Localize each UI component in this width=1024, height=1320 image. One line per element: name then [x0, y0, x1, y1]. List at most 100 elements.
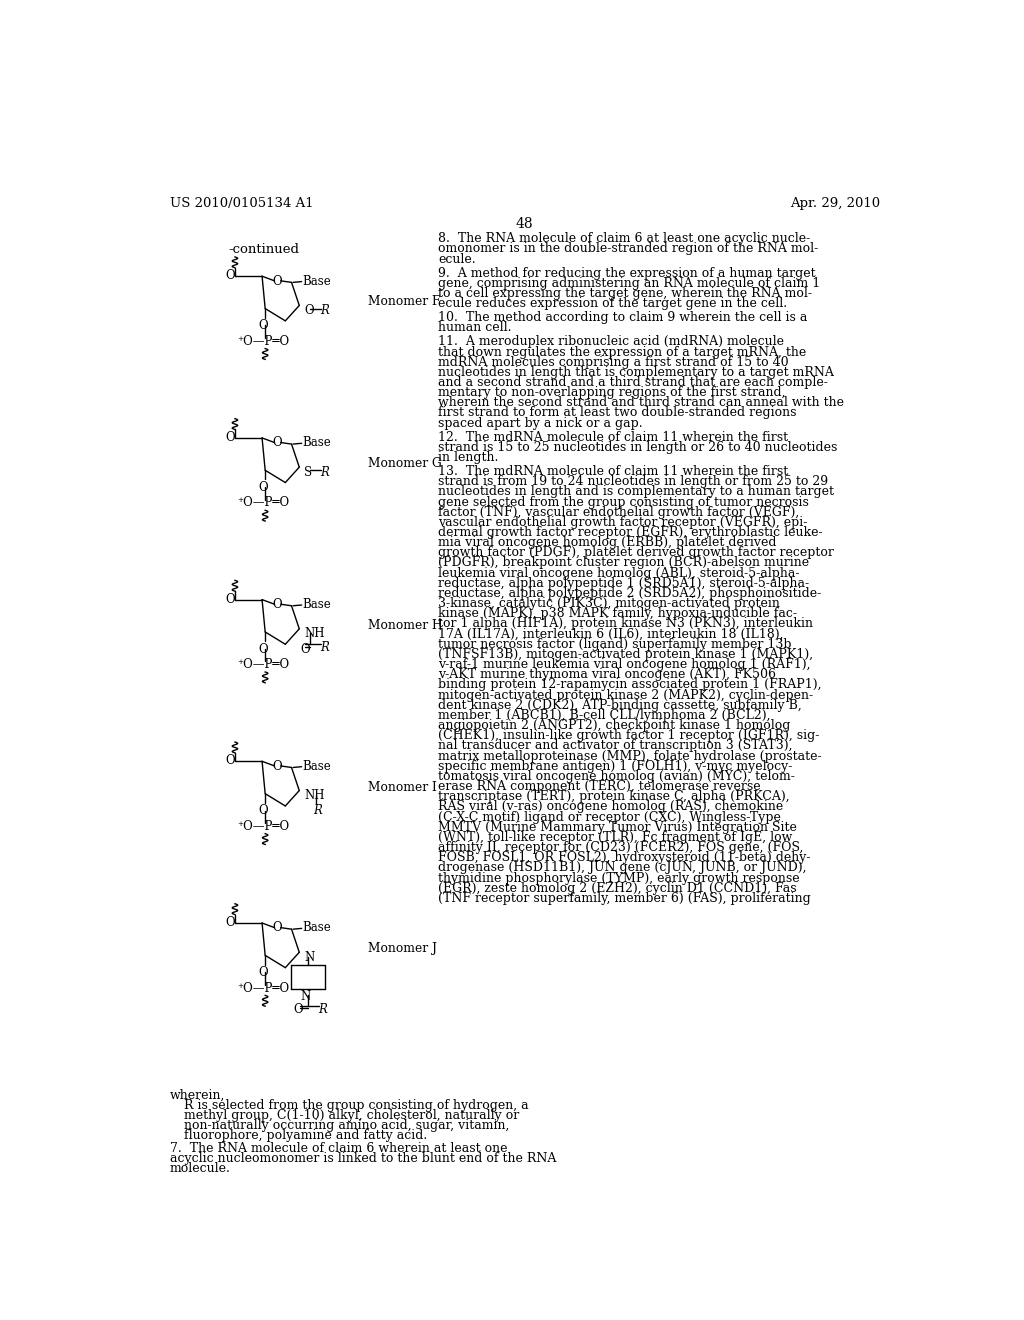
Text: O: O: [259, 966, 268, 979]
Text: O: O: [294, 1003, 303, 1016]
Text: Monomer G: Monomer G: [369, 457, 442, 470]
Text: -continued: -continued: [228, 243, 299, 256]
Text: 7.  The RNA molecule of claim 6 wherein at least one: 7. The RNA molecule of claim 6 wherein a…: [170, 1143, 507, 1155]
Text: wherein the second strand and third strand can anneal with the: wherein the second strand and third stra…: [438, 396, 844, 409]
Text: R: R: [313, 804, 323, 817]
Text: O: O: [304, 304, 313, 317]
Text: ⁺O—P═O: ⁺O—P═O: [238, 820, 290, 833]
Text: O: O: [225, 593, 236, 606]
Text: 11.  A meroduplex ribonucleic acid (mdRNA) molecule: 11. A meroduplex ribonucleic acid (mdRNA…: [438, 335, 784, 348]
Text: mdRNA molecules comprising a first strand of 15 to 40: mdRNA molecules comprising a first stran…: [438, 355, 788, 368]
Text: Monomer H: Monomer H: [369, 619, 443, 632]
Text: mentary to non-overlapping regions of the first strand,: mentary to non-overlapping regions of th…: [438, 387, 785, 399]
Text: (WNT), toll-like receptor (TLR), Fc fragment of IgE, low: (WNT), toll-like receptor (TLR), Fc frag…: [438, 830, 793, 843]
Text: vascular endothelial growth factor receptor (VEGFR), epi-: vascular endothelial growth factor recep…: [438, 516, 807, 529]
Text: to a cell expressing the target gene, wherein the RNA mol-: to a cell expressing the target gene, wh…: [438, 286, 812, 300]
Text: fluorophore, polyamine and fatty acid.: fluorophore, polyamine and fatty acid.: [183, 1130, 427, 1142]
Text: R: R: [321, 466, 329, 479]
Text: ⁺O—P═O: ⁺O—P═O: [238, 982, 290, 994]
Text: N: N: [304, 950, 314, 964]
Text: R: R: [321, 642, 329, 655]
Text: (CHEK1), insulin-like growth factor 1 receptor (IGF1R), sig-: (CHEK1), insulin-like growth factor 1 re…: [438, 729, 819, 742]
Text: that down regulates the expression of a target mRNA, the: that down regulates the expression of a …: [438, 346, 806, 359]
Text: ⁺O—P═O: ⁺O—P═O: [238, 335, 290, 347]
Text: NH: NH: [304, 627, 325, 640]
Text: O: O: [259, 804, 268, 817]
Text: kinase (MAPK), p38 MAPK family, hypoxia-inducible fac-: kinase (MAPK), p38 MAPK family, hypoxia-…: [438, 607, 797, 620]
Text: and a second strand and a third strand that are each comple-: and a second strand and a third strand t…: [438, 376, 827, 389]
Text: (TNF receptor superfamily, member 6) (FAS), proliferating: (TNF receptor superfamily, member 6) (FA…: [438, 892, 811, 906]
Text: Apr. 29, 2010: Apr. 29, 2010: [790, 197, 880, 210]
Text: N: N: [300, 990, 310, 1003]
Text: FOSB, FOSL1, OR FOSL2), hydroxysteroid (11-beta) dehy-: FOSB, FOSL1, OR FOSL2), hydroxysteroid (…: [438, 851, 811, 865]
Text: mitogen-activated protein kinase 2 (MAPK2), cyclin-depen-: mitogen-activated protein kinase 2 (MAPK…: [438, 689, 813, 702]
Text: methyl group, C(1-10) alkyl, cholesterol, naturally or: methyl group, C(1-10) alkyl, cholesterol…: [183, 1109, 519, 1122]
Text: Monomer J: Monomer J: [369, 942, 437, 956]
Text: strand is 15 to 25 nucleotides in length or 26 to 40 nucleotides: strand is 15 to 25 nucleotides in length…: [438, 441, 838, 454]
Text: Monomer F: Monomer F: [369, 296, 440, 309]
Text: (C-X-C motif) ligand or receptor (CXC), Wingless-Type: (C-X-C motif) ligand or receptor (CXC), …: [438, 810, 781, 824]
Text: O: O: [225, 430, 236, 444]
Text: ⁺O—P═O: ⁺O—P═O: [238, 659, 290, 671]
Text: (TNFSF13B), mitogen-activated protein kinase 1 (MAPK1),: (TNFSF13B), mitogen-activated protein ki…: [438, 648, 813, 661]
Text: erase RNA component (TERC), telomerase reverse: erase RNA component (TERC), telomerase r…: [438, 780, 761, 793]
Text: Monomer I: Monomer I: [369, 780, 437, 793]
Text: tomatosis viral oncogene homolog (avian) (MYC), telom-: tomatosis viral oncogene homolog (avian)…: [438, 770, 795, 783]
Text: matrix metalloproteinase (MMP), folate hydrolase (prostate-: matrix metalloproteinase (MMP), folate h…: [438, 750, 821, 763]
Text: MMTV (Murine Mammary Tumor Virus) Integration Site: MMTV (Murine Mammary Tumor Virus) Integr…: [438, 821, 797, 834]
Text: spaced apart by a nick or a gap.: spaced apart by a nick or a gap.: [438, 417, 643, 429]
Text: member 1 (ABCB1), B-cell CLL/lymphoma 2 (BCL2),: member 1 (ABCB1), B-cell CLL/lymphoma 2 …: [438, 709, 770, 722]
Text: gene selected from the group consisting of tumor necrosis: gene selected from the group consisting …: [438, 495, 809, 508]
Text: molecule.: molecule.: [170, 1163, 230, 1176]
Text: thymidine phosphorylase (TYMP), early growth response: thymidine phosphorylase (TYMP), early gr…: [438, 871, 800, 884]
Text: tor 1 alpha (HIF1A), protein kinase N3 (PKN3), interleukin: tor 1 alpha (HIF1A), protein kinase N3 (…: [438, 618, 813, 631]
Text: O: O: [259, 643, 268, 656]
Text: factor (TNF), vascular endothelial growth factor (VEGF),: factor (TNF), vascular endothelial growt…: [438, 506, 800, 519]
Text: acyclic nucleomonomer is linked to the blunt end of the RNA: acyclic nucleomonomer is linked to the b…: [170, 1152, 556, 1166]
Text: first strand to form at least two double-stranded regions: first strand to form at least two double…: [438, 407, 797, 420]
Text: O: O: [301, 643, 310, 656]
Text: strand is from 19 to 24 nucleotides in length or from 25 to 29: strand is from 19 to 24 nucleotides in l…: [438, 475, 828, 488]
Text: angiopoietin 2 (ANGPT2), checkpoint kinase 1 homolog: angiopoietin 2 (ANGPT2), checkpoint kina…: [438, 719, 791, 733]
Text: O: O: [272, 275, 283, 288]
Text: 10.  The method according to claim 9 wherein the cell is a: 10. The method according to claim 9 wher…: [438, 312, 807, 325]
Text: reductase, alpha polypeptide 1 (SRD5A1), steroid-5-alpha-: reductase, alpha polypeptide 1 (SRD5A1),…: [438, 577, 809, 590]
Text: NH: NH: [304, 789, 325, 803]
Text: nucleotides in length that is complementary to a target mRNA: nucleotides in length that is complement…: [438, 366, 834, 379]
Text: Base: Base: [302, 437, 331, 449]
Text: ecule reduces expression of the target gene in the cell.: ecule reduces expression of the target g…: [438, 297, 787, 310]
Text: mia viral oncogene homolog (ERBB), platelet derived: mia viral oncogene homolog (ERBB), plate…: [438, 536, 776, 549]
Text: tumor necrosis factor (ligand) superfamily member 13b: tumor necrosis factor (ligand) superfami…: [438, 638, 792, 651]
Text: 3-kinase, catalytic (PIK3C), mitogen-activated protein: 3-kinase, catalytic (PIK3C), mitogen-act…: [438, 597, 780, 610]
Text: binding protein 12-rapamycin associated protein 1 (FRAP1),: binding protein 12-rapamycin associated …: [438, 678, 821, 692]
Text: 9.  A method for reducing the expression of a human target: 9. A method for reducing the expression …: [438, 267, 816, 280]
Text: omonomer is in the double-stranded region of the RNA mol-: omonomer is in the double-stranded regio…: [438, 243, 818, 256]
Text: Base: Base: [302, 760, 331, 772]
Text: Base: Base: [302, 275, 331, 288]
Text: leukemia viral oncogene homolog (ABL), steroid-5-alpha-: leukemia viral oncogene homolog (ABL), s…: [438, 566, 800, 579]
Text: RAS viral (v-ras) oncogene homolog (RAS), chemokine: RAS viral (v-ras) oncogene homolog (RAS)…: [438, 800, 783, 813]
Text: transcriptase (TERT), protein kinase C, alpha (PRKCA),: transcriptase (TERT), protein kinase C, …: [438, 791, 790, 804]
Text: O: O: [272, 760, 283, 772]
Text: Base: Base: [302, 921, 331, 935]
Text: Base: Base: [302, 598, 331, 611]
Text: O: O: [225, 269, 236, 282]
Text: drogenase (HSD11B1), JUN gene (cJUN, JUNB, or JUND),: drogenase (HSD11B1), JUN gene (cJUN, JUN…: [438, 862, 807, 874]
Text: O: O: [259, 480, 268, 494]
Text: nucleotides in length and is complementary to a human target: nucleotides in length and is complementa…: [438, 486, 834, 499]
Text: O: O: [225, 916, 236, 929]
Text: wherein,: wherein,: [170, 1089, 225, 1102]
Text: R: R: [321, 304, 329, 317]
Text: 17A (IL17A), interleukin 6 (IL6), interleukin 18 (IL18),: 17A (IL17A), interleukin 6 (IL6), interl…: [438, 627, 783, 640]
Text: gene, comprising administering an RNA molecule of claim 1: gene, comprising administering an RNA mo…: [438, 277, 820, 290]
Text: S: S: [304, 466, 312, 479]
Text: dent kinase 2 (CDK2), ATP-binding cassette, subfamily B,: dent kinase 2 (CDK2), ATP-binding casset…: [438, 698, 802, 711]
Text: non-naturally occurring amino acid, sugar, vitamin,: non-naturally occurring amino acid, suga…: [183, 1119, 509, 1133]
Text: dermal growth factor receptor (EGFR), erythroblastic leuke-: dermal growth factor receptor (EGFR), er…: [438, 525, 822, 539]
Text: US 2010/0105134 A1: US 2010/0105134 A1: [170, 197, 313, 210]
Text: affinity II, receptor for (CD23) (FCER2), FOS gene, (FOS,: affinity II, receptor for (CD23) (FCER2)…: [438, 841, 804, 854]
Text: O: O: [272, 921, 283, 935]
Text: v-AKT murine thymoma viral oncogene (AKT), FK506: v-AKT murine thymoma viral oncogene (AKT…: [438, 668, 776, 681]
Text: O: O: [272, 437, 283, 449]
Text: 48: 48: [516, 216, 534, 231]
